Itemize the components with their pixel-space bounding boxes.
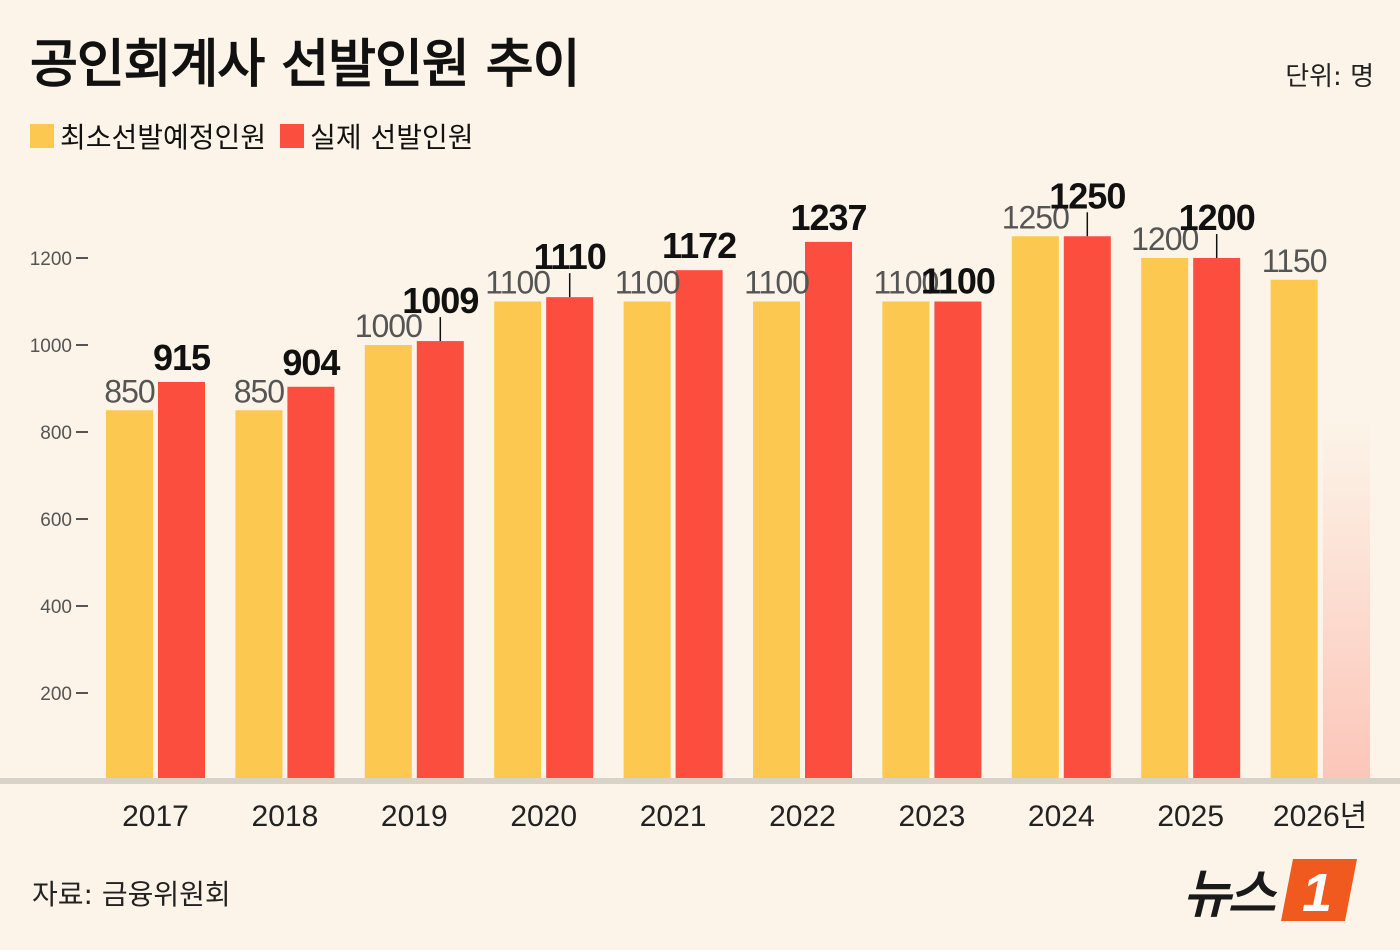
data-label-actual: 1009 [402,280,478,321]
legend: 최소선발예정인원 실제 선발인원 [30,116,488,156]
bar-planned [364,345,412,780]
y-tick-label: 1000 [30,336,72,357]
x-tick-label: 2026년 [1273,800,1367,833]
chart-title: 공인회계사 선발인원 추이 [30,35,580,95]
bar-actual [287,386,335,780]
data-label-planned: 1250 [1002,199,1069,235]
news1-logo: 뉴스 1 [1183,852,1359,927]
logo-text: 뉴스 [1183,865,1276,925]
bar-planned [753,301,800,780]
x-tick-label: 2020 [510,800,577,833]
x-tick-label: 2021 [640,800,707,833]
bar-planned [1011,236,1059,780]
data-label-actual: 1200 [1179,197,1255,238]
bar-planned [1270,279,1318,780]
y-tick-label: 800 [40,423,72,444]
data-label-planned: 1100 [744,265,809,301]
x-tick-label: 2018 [252,800,319,833]
bar-actual [158,381,205,780]
bar-planned [1141,258,1189,780]
data-label-planned: 1100 [615,265,680,301]
bar-planned [106,410,153,780]
bar-planned [623,301,671,780]
bar-actual [675,270,723,780]
data-label-planned: 850 [234,373,285,409]
data-label-actual: 915 [153,337,211,378]
y-tick-label: 400 [40,597,72,618]
bar-actual [934,301,982,780]
future-fade [1323,420,1370,780]
bar-planned [235,410,283,780]
x-tick-label: 2025 [1157,800,1224,833]
legend-swatch-actual [280,124,305,148]
source-note: 자료: 금융위원회 [32,878,231,911]
data-label-planned: 1000 [355,308,422,344]
x-tick-label: 2022 [769,800,836,833]
x-tick-label: 2024 [1028,800,1095,833]
bar-actual [416,341,464,780]
logo-mark-icon: 1 [1280,858,1357,923]
legend-item-planned: 최소선발예정인원 [30,116,266,156]
unit-label: 단위: 명 [1285,62,1374,92]
data-label-planned: 850 [104,373,155,409]
legend-label-actual: 실제 선발인원 [310,121,474,154]
bar-actual [546,297,594,780]
data-label-actual: 1237 [790,197,866,238]
data-label-actual: 1110 [534,236,606,277]
y-tick-label: 1200 [30,249,72,270]
y-tick-label: 200 [40,684,72,705]
data-label-actual: 1100 [921,261,995,302]
bar-planned [494,301,542,780]
bar-actual [805,241,852,780]
legend-label-planned: 최소선발예정인원 [60,121,267,154]
x-tick-label: 2023 [899,800,966,833]
bar-actual [1063,236,1111,780]
legend-swatch-planned [30,124,54,148]
data-label-planned: 1100 [873,265,938,301]
data-label-actual: 1250 [1049,175,1125,216]
data-label-planned: 1150 [1262,243,1327,279]
data-label-actual: 1172 [662,225,736,266]
x-tick-label: 2017 [122,800,189,833]
data-label-planned: 1200 [1131,221,1198,257]
bar-planned [882,301,930,780]
logo-mark: 1 [1302,863,1332,923]
data-label-actual: 904 [282,342,340,383]
y-tick-label: 600 [40,510,72,531]
x-tick-label: 2019 [381,800,448,833]
bar-actual [1193,258,1241,780]
data-label-planned: 1100 [485,265,550,301]
baseline [0,778,1400,784]
legend-item-actual: 실제 선발인원 [280,116,474,156]
